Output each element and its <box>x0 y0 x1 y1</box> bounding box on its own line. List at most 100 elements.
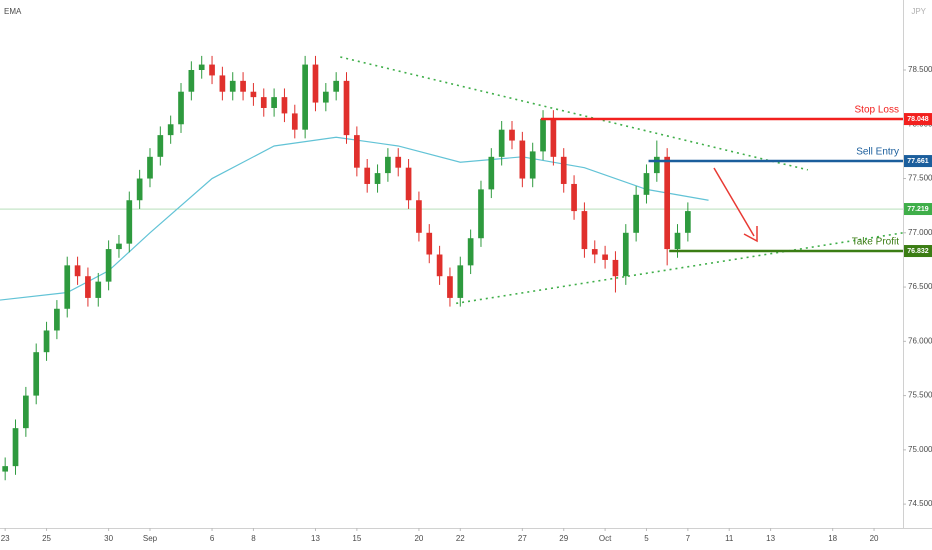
candle-body <box>188 70 195 92</box>
trendline <box>340 56 809 171</box>
candle-body <box>333 80 340 92</box>
x-tick-label: 15 <box>352 534 361 543</box>
y-tick-label: 77.500 <box>908 174 932 183</box>
candle-body <box>12 428 19 467</box>
candle-body <box>33 352 40 396</box>
candle-body <box>240 80 246 92</box>
candle-body <box>571 183 577 212</box>
candle-body <box>498 129 505 157</box>
candle-body <box>457 265 464 298</box>
candle-body <box>612 259 619 277</box>
candle-body <box>664 156 671 250</box>
candle-body <box>322 91 329 103</box>
y-tick-label: 74.500 <box>908 499 932 508</box>
candle-body <box>95 281 102 298</box>
x-tick-label: 11 <box>725 534 734 543</box>
candle-body <box>395 156 402 168</box>
y-tick-label: 76.000 <box>908 336 932 345</box>
candle-body <box>167 124 174 136</box>
candle-body <box>385 156 391 174</box>
candle-body <box>633 194 639 233</box>
trade-arrow <box>713 167 758 243</box>
level-price-box <box>904 113 932 126</box>
candle-body <box>591 249 598 255</box>
x-tick-label: 25 <box>42 534 51 543</box>
x-tick-label: 6 <box>210 534 215 543</box>
candle-body <box>529 151 536 179</box>
candle-body <box>374 173 381 184</box>
candle-body <box>219 75 226 92</box>
candle-body <box>467 238 474 266</box>
candle-body <box>105 249 112 282</box>
candle-body <box>550 118 557 157</box>
candle-body <box>674 232 681 250</box>
x-tick-label: 30 <box>104 534 113 543</box>
current-price-label: 77.219 <box>907 206 929 213</box>
candle-body <box>54 308 60 331</box>
candle-body <box>85 276 91 298</box>
y-tick-label: 76.500 <box>908 282 932 291</box>
candle-body <box>509 129 515 141</box>
candle-body <box>426 232 433 255</box>
candle-body <box>312 64 319 103</box>
candle-body <box>116 243 122 250</box>
candle-body <box>436 254 443 277</box>
candle-body <box>43 330 50 353</box>
x-tick-label: 8 <box>251 534 256 543</box>
candle-body <box>643 173 650 195</box>
candle-body <box>250 91 257 98</box>
y-tick-label: 78.500 <box>908 65 932 74</box>
candle-body <box>64 265 71 309</box>
level-price-label: 77.661 <box>907 158 929 165</box>
candle-body <box>416 200 422 233</box>
candle-body <box>405 167 412 201</box>
candle-body <box>2 466 9 472</box>
x-tick-label: 13 <box>766 534 775 543</box>
candle-body <box>478 189 484 239</box>
candle-body <box>178 91 184 125</box>
x-tick-label: 29 <box>559 534 568 543</box>
x-tick-label: 5 <box>644 534 649 543</box>
candle-body <box>74 265 81 277</box>
candle-body <box>560 156 567 184</box>
candle-body <box>685 211 691 233</box>
y-tick-label: 77.000 <box>908 228 932 237</box>
x-tick-label: Oct <box>599 534 612 543</box>
candle-body <box>271 97 277 108</box>
x-tick-label: 23 <box>1 534 10 543</box>
level-name: Take Profit <box>852 237 899 248</box>
candle-body <box>209 64 215 76</box>
candle-body <box>136 178 143 201</box>
x-tick-label: 7 <box>686 534 691 543</box>
candle-body <box>126 200 133 244</box>
x-tick-label: 20 <box>870 534 879 543</box>
x-tick-label: 27 <box>518 534 527 543</box>
candle-body <box>364 167 371 184</box>
candle-body <box>198 64 205 71</box>
x-tick-label: 22 <box>456 534 465 543</box>
arrow-head <box>743 226 758 243</box>
level-name: Sell Entry <box>856 147 899 158</box>
candle-body <box>602 254 608 260</box>
y-tick-label: 75.500 <box>908 391 932 400</box>
candle-body <box>302 64 308 130</box>
candle-body <box>447 276 453 298</box>
current-price-box <box>904 203 932 216</box>
currency-label: JPY <box>911 7 926 16</box>
x-tick-label: 18 <box>828 534 837 543</box>
candle-body <box>23 395 29 429</box>
level-price-box <box>904 155 932 168</box>
candle-body <box>354 135 360 168</box>
candle-body <box>622 232 629 277</box>
candle-body <box>281 97 288 114</box>
candle-body <box>581 211 588 250</box>
candle-body <box>519 140 526 179</box>
candle-body <box>653 156 660 174</box>
candle-body <box>291 113 298 130</box>
candle-body <box>157 135 164 157</box>
level-name: Stop Loss <box>855 105 899 116</box>
arrow-shaft <box>713 167 755 237</box>
x-tick-label: 13 <box>311 534 320 543</box>
